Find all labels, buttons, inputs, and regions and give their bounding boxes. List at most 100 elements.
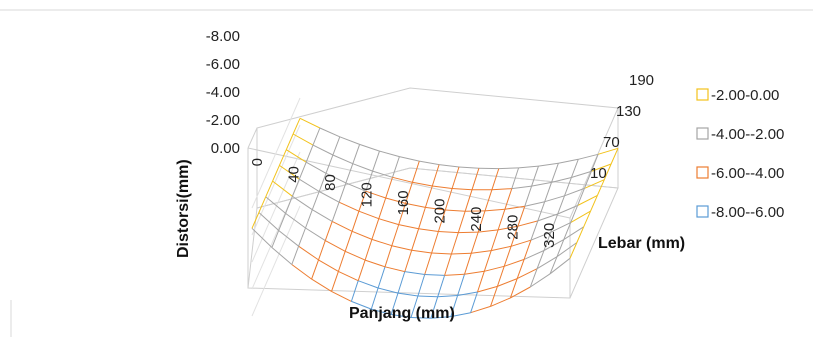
surface-mesh-segment <box>358 281 378 288</box>
surface-mesh-segment <box>325 221 332 240</box>
surface-mesh-segment <box>438 232 458 233</box>
surface-mesh-segment <box>459 167 479 168</box>
z-gridline <box>252 98 300 208</box>
surface-mesh-segment <box>571 159 578 177</box>
surface-mesh-segment <box>412 250 432 253</box>
z-axis-title: Distorsi(mm) <box>175 159 192 258</box>
surface-mesh-segment <box>491 246 511 250</box>
surface-mesh-segment <box>497 279 517 287</box>
surface-mesh-segment <box>352 231 372 239</box>
surface-mesh-segment <box>499 168 519 169</box>
surface-mesh-segment <box>252 228 272 247</box>
surface-mesh-segment <box>313 145 333 155</box>
surface-mesh-segment <box>272 248 292 265</box>
legend-swatch <box>697 128 708 139</box>
surface-mesh-segment <box>478 271 485 292</box>
surface-mesh-segment <box>497 266 504 286</box>
surface-mesh-segment <box>392 225 399 246</box>
surface-mesh-segment <box>539 163 559 166</box>
surface-mesh-segment <box>293 134 313 145</box>
surface-mesh-segment <box>319 192 339 203</box>
surface-mesh-segment <box>412 229 419 250</box>
surface-mesh-segment <box>552 163 559 182</box>
surface-mesh-segment <box>286 196 293 213</box>
surface-mesh-segment <box>313 128 320 145</box>
surface-mesh-segment <box>358 260 365 281</box>
surface-mesh-segment <box>484 266 504 271</box>
x-tick-label: 320 <box>541 223 558 248</box>
surface-mesh-segment <box>545 196 565 202</box>
surface-mesh-segment <box>471 306 491 312</box>
surface-mesh-segment <box>286 134 293 150</box>
surface-mesh-segment <box>591 195 598 211</box>
x-tick-label: 80 <box>322 174 339 191</box>
x-tick-label: 240 <box>468 207 485 232</box>
surface-mesh-segment <box>445 274 465 275</box>
surface-mesh-segment <box>385 267 405 272</box>
surface-mesh-segment <box>418 275 425 297</box>
surface-mesh-segment <box>532 166 539 186</box>
surface-mesh-segment <box>379 219 399 225</box>
z-tick-labels: 0.00-2.00-4.00-6.00-8.00 <box>206 28 240 157</box>
surface-mesh-segment <box>405 250 412 271</box>
surface-mesh-segment <box>511 240 531 246</box>
surface-mesh-segment <box>432 232 439 254</box>
surface-mesh-segment <box>259 197 266 213</box>
surface-mesh-segment <box>279 213 286 230</box>
surface-mesh-segment <box>319 241 326 260</box>
surface-mesh-segment <box>504 259 524 266</box>
surface-mesh-segment <box>432 165 439 186</box>
surface-mesh-segment <box>299 246 319 260</box>
surface-mesh-segment <box>338 251 345 271</box>
surface-mesh-segment <box>425 275 445 276</box>
surface-mesh-segment <box>306 145 313 162</box>
surface-mesh-segment <box>419 161 439 165</box>
surface-mesh-segment <box>353 144 360 163</box>
surface-mesh-segment <box>471 232 478 253</box>
surface-mesh-segment <box>458 274 465 295</box>
y-tick-label: 130 <box>616 103 641 120</box>
z-tick-label: -8.00 <box>206 28 240 45</box>
surface-mesh-segment <box>538 214 558 221</box>
surface-mesh-segment <box>492 189 512 190</box>
surface-mesh-segment <box>398 272 405 294</box>
x-tick-label: 120 <box>359 182 376 207</box>
surface-mesh-segment <box>432 186 452 189</box>
surface-mesh-segment <box>352 211 359 231</box>
surface-mesh-segment <box>412 161 419 182</box>
surface-mesh-segment <box>558 159 578 163</box>
surface-mesh-segment <box>332 271 339 291</box>
surface-mesh-segment <box>373 151 380 171</box>
surface-mesh-segment <box>300 118 320 128</box>
surface-mesh-segment <box>292 246 299 264</box>
surface-mesh-segment <box>346 164 353 183</box>
surface-mesh-segment <box>478 286 498 292</box>
surface-mesh-segment <box>379 198 386 219</box>
surface-mesh-segment <box>445 254 452 275</box>
surface-mesh-segment <box>332 202 339 221</box>
surface-mesh-segment <box>419 207 426 228</box>
surface-mesh-segment <box>525 186 532 206</box>
x-tick-label: 160 <box>395 190 412 215</box>
surface-mesh-segment <box>458 211 465 232</box>
y-tick-label: 10 <box>590 165 607 182</box>
surface-mesh-segment <box>512 186 532 189</box>
surface-mesh-segment <box>471 251 491 254</box>
surface-mesh-segment <box>399 225 419 229</box>
surface-mesh-segment <box>319 260 339 272</box>
surface-mesh-segment <box>392 246 412 251</box>
surface-mesh-segment <box>272 231 279 248</box>
y-axis-title: Lebar (mm) <box>598 235 685 252</box>
surface-mesh-segment <box>345 231 352 251</box>
surface-mesh-segment <box>306 210 313 228</box>
x-tick-label: 280 <box>505 215 522 240</box>
surface-mesh-segment <box>353 164 373 171</box>
surface-mesh-segment <box>451 253 471 254</box>
surface-mesh-segment <box>340 137 360 145</box>
surface-mesh-segment <box>405 272 425 275</box>
surface-mesh-segment <box>326 155 333 173</box>
surface-mesh-segment <box>378 267 385 288</box>
